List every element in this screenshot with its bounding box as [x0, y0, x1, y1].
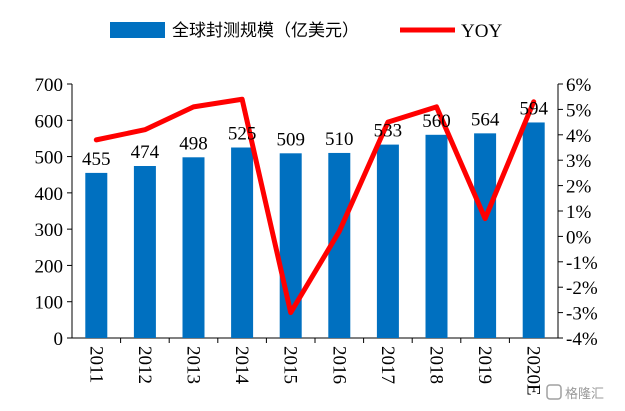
data-label-2014: 525 [228, 124, 257, 145]
data-label-2015: 509 [276, 129, 305, 150]
data-label-2018: 560 [422, 111, 451, 132]
watermark-text: 格隆汇 [565, 386, 604, 402]
bar-2011 [85, 172, 108, 338]
right-tick-label: 0% [566, 227, 592, 248]
x-label-2013: 2013 [183, 346, 204, 384]
bar-2014 [231, 147, 254, 338]
left-axis-ticks: 0 100 200 300 400 500 600 700 [35, 75, 72, 350]
watermark-logo-icon [546, 384, 562, 400]
data-label-2012: 474 [131, 142, 160, 163]
legend: 全球封测规模（亿美元） YOY [110, 21, 502, 42]
yoy-line [93, 96, 537, 316]
x-label-2020E: 2020E [523, 346, 544, 396]
bar-2017 [376, 144, 399, 338]
x-label-2019: 2019 [474, 346, 495, 384]
legend-bar-swatch [110, 22, 165, 38]
data-labels: 455 474 498 525 509 510 533 560 564 594 [82, 98, 548, 169]
bar-2012 [133, 166, 156, 338]
bar-2019 [474, 133, 497, 338]
left-tick-label: 400 [35, 184, 64, 205]
right-tick-label: -1% [566, 253, 598, 274]
x-label-2018: 2018 [426, 346, 447, 384]
data-label-2016: 510 [325, 129, 354, 150]
right-tick-label: -3% [566, 304, 598, 325]
legend-line-label: YOY [461, 21, 502, 42]
x-label-2012: 2012 [134, 346, 155, 384]
left-tick-label: 200 [35, 256, 64, 277]
left-tick-label: 700 [35, 75, 64, 96]
right-tick-label: 5% [566, 100, 592, 121]
left-tick-label: 300 [35, 220, 64, 241]
right-tick-label: 1% [566, 202, 592, 223]
bar-2013 [182, 157, 205, 338]
data-label-2013: 498 [179, 133, 208, 154]
left-tick-label: 100 [35, 293, 64, 314]
right-tick-label: 2% [566, 177, 592, 198]
x-label-2015: 2015 [280, 346, 301, 384]
data-label-2017: 533 [374, 121, 403, 142]
x-label-2016: 2016 [328, 346, 349, 384]
yoy-line-series [93, 96, 537, 316]
right-tick-label: 6% [566, 75, 592, 96]
data-label-2019: 564 [471, 109, 500, 130]
bar-2016 [328, 152, 351, 338]
left-tick-label: 0 [54, 329, 64, 350]
data-label-2020E: 594 [519, 98, 548, 119]
bar-series [85, 122, 545, 338]
left-tick-label: 600 [35, 111, 64, 132]
x-axis-labels: 2011 2012 2013 2014 2015 2016 2017 2018 2019 2020… [85, 338, 544, 396]
watermark: 格隆汇 [546, 384, 604, 402]
x-label-2014: 2014 [231, 346, 252, 385]
right-tick-label: -2% [566, 278, 598, 299]
right-tick-label: 3% [566, 151, 592, 172]
bar-2020E [522, 122, 545, 338]
left-tick-label: 500 [35, 148, 64, 169]
right-tick-label: 4% [566, 126, 592, 147]
data-label-2011: 455 [82, 149, 111, 170]
x-label-2017: 2017 [377, 346, 398, 384]
right-tick-label: -4% [566, 329, 598, 350]
right-axis-ticks: -4% -3% -2% -1% 0% 1% 2% 3% 4% 5% 6% [558, 75, 598, 350]
legend-bar-label: 全球封测规模（亿美元） [172, 21, 359, 41]
x-label-2011: 2011 [85, 346, 106, 383]
bar-2018 [425, 134, 448, 338]
